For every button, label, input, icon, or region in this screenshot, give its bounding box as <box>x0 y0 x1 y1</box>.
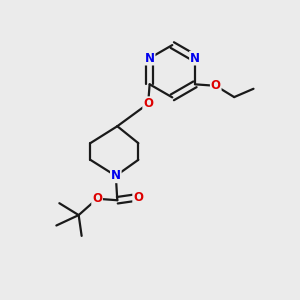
Text: O: O <box>92 192 102 205</box>
Text: N: N <box>145 52 154 65</box>
Text: O: O <box>133 191 143 204</box>
Text: O: O <box>211 79 221 92</box>
Text: O: O <box>143 97 153 110</box>
Text: N: N <box>111 169 121 182</box>
Text: N: N <box>190 52 200 65</box>
